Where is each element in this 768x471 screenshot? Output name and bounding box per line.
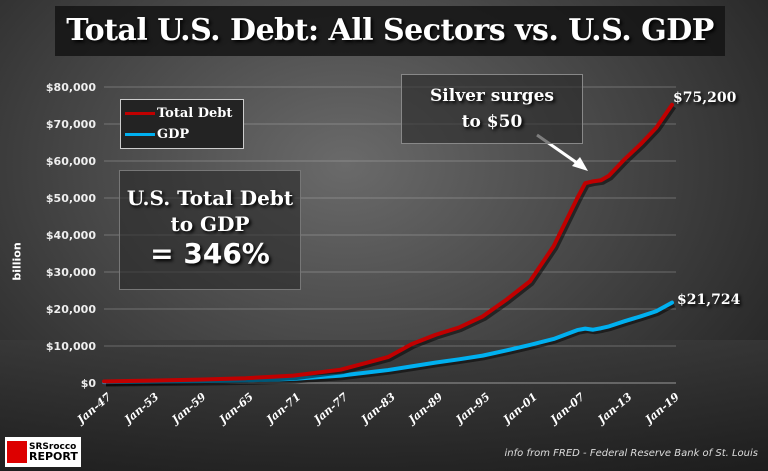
silver-line2: to $50 bbox=[461, 112, 523, 132]
x-tick-label: Jan-71 bbox=[263, 390, 304, 427]
x-tick-label: Jan-07 bbox=[547, 390, 588, 427]
logo-icon bbox=[7, 441, 27, 463]
y-tick-label: $10,000 bbox=[46, 340, 96, 353]
series-line-gdp bbox=[102, 300, 674, 385]
series-shadow bbox=[105, 302, 676, 387]
source-note: info from FRED - Federal Reserve Bank of… bbox=[504, 448, 758, 459]
y-tick-label: $0 bbox=[81, 377, 97, 390]
x-tick-label: Jan-77 bbox=[310, 390, 351, 427]
chart-title: Total U.S. Debt: All Sectors vs. U.S. GD… bbox=[55, 6, 725, 56]
legend-item-gdp: GDP bbox=[125, 127, 189, 142]
debt-end-label: $75,200 bbox=[673, 90, 737, 106]
legend-swatch bbox=[125, 133, 155, 136]
y-tick-label: $40,000 bbox=[46, 229, 96, 242]
ratio-annotation: U.S. Total Debt to GDP = 346% bbox=[119, 170, 301, 290]
legend-label: GDP bbox=[157, 127, 190, 142]
legend: Total Debt GDP bbox=[120, 99, 244, 149]
x-tick-label: Jan-83 bbox=[357, 390, 398, 427]
x-tick-label: Jan-13 bbox=[594, 390, 635, 427]
x-tick-label: Jan-59 bbox=[168, 390, 209, 427]
y-tick-label: $60,000 bbox=[46, 155, 96, 168]
y-axis-label: billion bbox=[10, 242, 24, 281]
x-tick-label: Jan-47 bbox=[73, 390, 114, 427]
ratio-line2: to GDP bbox=[170, 212, 250, 236]
y-tick-label: $20,000 bbox=[46, 303, 96, 316]
x-tick-label: Jan-95 bbox=[452, 390, 493, 427]
x-tick-label: Jan-01 bbox=[499, 390, 540, 427]
x-tick-label: Jan-89 bbox=[405, 390, 446, 427]
silver-annotation: Silver surges to $50 bbox=[401, 74, 583, 144]
y-tick-label: $50,000 bbox=[46, 192, 96, 205]
y-tick-label: $80,000 bbox=[46, 81, 96, 94]
logo-line1: SRSrocco bbox=[29, 442, 77, 452]
legend-label: Total Debt bbox=[157, 106, 233, 121]
y-tick-label: $70,000 bbox=[46, 118, 96, 131]
y-tick-label: $30,000 bbox=[46, 266, 96, 279]
x-tick-label: Jan-19 bbox=[641, 390, 682, 427]
legend-item-total-debt: Total Debt bbox=[125, 106, 232, 121]
gdp-end-label: $21,724 bbox=[677, 292, 741, 308]
series-shadow bbox=[105, 105, 677, 386]
silver-line1: Silver surges bbox=[430, 86, 554, 106]
annotation-arrowhead bbox=[572, 157, 588, 171]
ratio-line1: U.S. Total Debt bbox=[126, 186, 294, 210]
legend-swatch bbox=[125, 112, 155, 115]
x-tick-label: Jan-53 bbox=[121, 390, 162, 427]
x-tick-label: Jan-65 bbox=[215, 390, 256, 427]
srsrocco-logo: SRSrocco REPORT bbox=[5, 437, 81, 467]
ratio-value: = 346% bbox=[150, 237, 270, 270]
logo-line2: REPORT bbox=[29, 450, 78, 463]
